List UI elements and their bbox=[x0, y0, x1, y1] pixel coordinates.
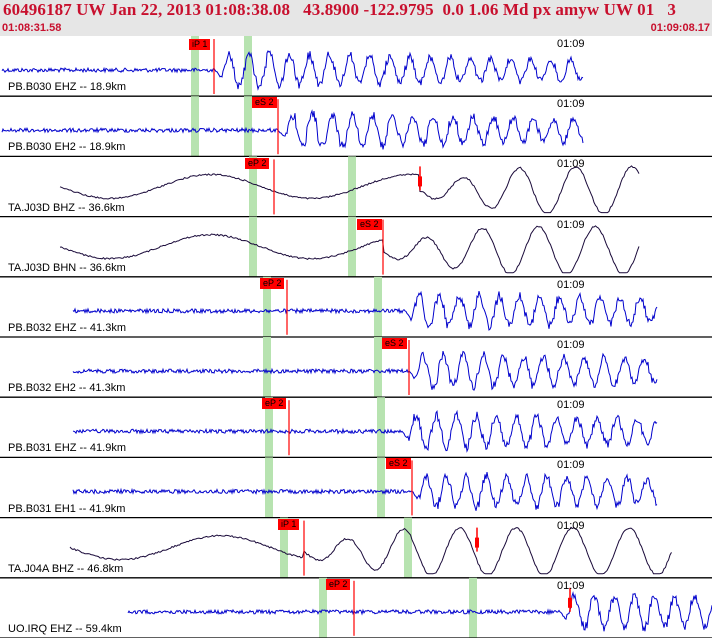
trace-panel[interactable] bbox=[0, 337, 712, 398]
waveform-trace bbox=[59, 225, 640, 274]
pick-window bbox=[265, 397, 273, 458]
pick-window bbox=[469, 577, 477, 638]
waveform-trace bbox=[72, 409, 658, 453]
header-bar: 60496187 UW Jan 22, 2013 01:08:38.08 43.… bbox=[0, 0, 712, 36]
waveform-trace bbox=[72, 350, 658, 391]
pick-flag[interactable]: eS 2 bbox=[386, 458, 411, 470]
pick-window bbox=[319, 577, 327, 638]
channel-label: TA.J03D BHN -- 36.6km bbox=[8, 261, 126, 274]
pick-window bbox=[377, 457, 385, 518]
pick-flag[interactable]: eP 2 bbox=[326, 578, 351, 590]
waveform-trace bbox=[1, 109, 584, 150]
pick-window bbox=[404, 517, 412, 578]
trace-panel[interactable] bbox=[0, 36, 712, 97]
channel-label: PB.B030 EHZ -- 18.9km bbox=[8, 81, 126, 94]
pick-window bbox=[280, 517, 288, 578]
amplitude-mark-box bbox=[418, 176, 422, 187]
time-tick-label: 01:09 bbox=[557, 38, 585, 50]
pick-window bbox=[263, 337, 271, 398]
time-tick-label: 01:09 bbox=[557, 579, 585, 592]
seismogram-canvas[interactable] bbox=[0, 36, 712, 638]
channel-label: PB.B031 EHZ -- 41.9km bbox=[8, 442, 126, 455]
time-tick-label: 01:09 bbox=[557, 399, 585, 412]
pick-flag[interactable]: eS 2 bbox=[357, 218, 382, 230]
pick-flag[interactable]: eP 2 bbox=[262, 398, 287, 410]
waveform-trace bbox=[72, 471, 658, 511]
seismogram-plot[interactable]: PB.B030 EHZ -- 18.9km 01:09 iP 1 PB.B030 EH… bbox=[0, 36, 712, 638]
pick-window bbox=[377, 397, 385, 458]
channel-label: PB.B032 EH2 -- 41.3km bbox=[8, 382, 126, 395]
trace-panel[interactable] bbox=[0, 96, 712, 158]
pick-flag[interactable]: eP 2 bbox=[260, 277, 285, 289]
waveform-trace bbox=[59, 165, 640, 214]
time-tick-label: 01:09 bbox=[557, 339, 585, 351]
amplitude-mark-box bbox=[568, 597, 572, 608]
waveform-trace bbox=[72, 290, 658, 331]
event-title: 60496187 UW Jan 22, 2013 01:08:38.08 43.… bbox=[3, 0, 676, 19]
waveform-trace bbox=[127, 591, 712, 632]
pick-window bbox=[191, 96, 199, 157]
pick-window bbox=[244, 96, 252, 157]
pick-window bbox=[348, 216, 356, 277]
trace-panel[interactable] bbox=[0, 457, 712, 519]
time-tick-label: 01:09 bbox=[557, 519, 585, 532]
time-start-label: 01:08:31.58 bbox=[2, 22, 62, 34]
trace-panel[interactable] bbox=[0, 276, 712, 338]
pick-flag[interactable]: eS 2 bbox=[382, 338, 407, 349]
trace-panel[interactable] bbox=[0, 397, 712, 459]
pick-window bbox=[263, 276, 271, 337]
trace-panel[interactable] bbox=[0, 216, 712, 278]
pick-window bbox=[249, 216, 257, 277]
time-tick-label: 01:09 bbox=[557, 218, 585, 231]
time-end-label: 01:09:08.17 bbox=[650, 22, 710, 34]
time-tick-label: 01:09 bbox=[557, 278, 585, 291]
waveform-trace bbox=[1, 50, 584, 91]
time-tick-label: 01:09 bbox=[557, 98, 585, 111]
channel-label: PB.B030 EH2 -- 18.9km bbox=[8, 141, 126, 154]
waveform-trace bbox=[69, 526, 672, 575]
pick-window bbox=[191, 36, 199, 97]
pick-window bbox=[374, 276, 382, 337]
trace-panel[interactable] bbox=[0, 577, 712, 638]
channel-label: TA.J03D BHZ -- 36.6km bbox=[8, 201, 125, 214]
pick-window bbox=[265, 457, 273, 518]
pick-window bbox=[249, 156, 257, 217]
time-tick-label: 01:09 bbox=[557, 459, 585, 472]
amplitude-mark-box bbox=[475, 537, 479, 548]
channel-label: UO.IRQ EHZ -- 59.4km bbox=[8, 623, 122, 635]
channel-label: PB.B031 EH1 -- 41.9km bbox=[8, 502, 126, 515]
pick-flag[interactable]: eP 2 bbox=[245, 158, 270, 170]
trace-panel[interactable] bbox=[0, 517, 712, 579]
pick-flag[interactable]: iP 1 bbox=[278, 518, 300, 530]
channel-label: PB.B032 EHZ -- 41.3km bbox=[8, 322, 126, 334]
pick-window bbox=[374, 337, 382, 398]
pick-window bbox=[244, 36, 252, 97]
pick-flag[interactable]: eS 2 bbox=[252, 97, 277, 109]
time-tick-label: 01:09 bbox=[557, 158, 585, 171]
pick-flag[interactable]: iP 1 bbox=[189, 39, 211, 50]
pick-window bbox=[348, 156, 356, 217]
channel-label: TA.J04A BHZ -- 46.8km bbox=[8, 562, 124, 575]
